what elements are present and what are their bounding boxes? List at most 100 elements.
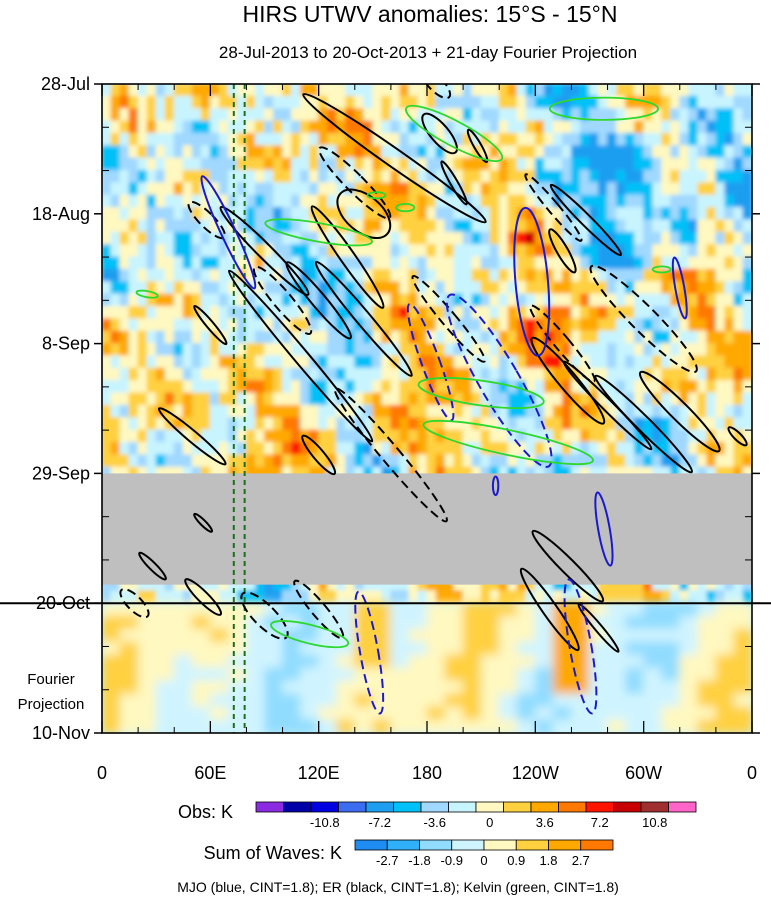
obs-cell [137, 392, 148, 407]
projection-cell [264, 680, 284, 695]
obs-cell [102, 95, 112, 110]
obs-cell [300, 417, 311, 431]
obs-cell [155, 454, 166, 468]
obs-colorbar-tick-label: 3.6 [536, 815, 554, 830]
obs-cell [273, 256, 284, 271]
obs-cell [191, 454, 203, 468]
projection-cell [697, 680, 717, 695]
obs-cell [390, 219, 401, 234]
obs-cell [282, 182, 293, 196]
obs-cell [390, 392, 401, 407]
obs-cell [435, 281, 446, 295]
obs-cell [480, 281, 491, 295]
obs-cell [661, 207, 672, 221]
obs-cell [516, 194, 528, 209]
obs-cell [652, 590, 663, 604]
obs-cell [607, 590, 618, 604]
obs-cell [715, 306, 726, 320]
obs-cell [110, 231, 121, 246]
obs-cell [598, 145, 609, 159]
waves-colorbar-label: Sum of Waves: K [204, 843, 342, 863]
projection-cell [462, 641, 482, 656]
obs-cell [733, 207, 744, 221]
obs-cell [589, 429, 600, 444]
obs-cell [155, 157, 166, 172]
obs-cell [264, 244, 275, 258]
projection-cell [516, 693, 537, 708]
obs-cell [245, 145, 257, 159]
obs-cell [733, 392, 744, 407]
obs-cell [453, 145, 464, 159]
obs-cell [363, 380, 374, 394]
obs-cell [444, 256, 455, 271]
obs-cell [670, 244, 681, 258]
obs-cell [706, 417, 717, 431]
projection-cell [661, 719, 681, 733]
obs-cell [137, 343, 148, 357]
projection-cell [733, 615, 752, 630]
obs-cell [209, 380, 221, 394]
obs-cell [589, 330, 600, 345]
obs-cell [282, 120, 293, 135]
obs-cell [327, 404, 338, 419]
obs-cell [155, 429, 166, 444]
obs-cell [102, 306, 112, 320]
projection-cell [462, 667, 482, 682]
obs-cell [589, 318, 600, 332]
obs-cell [390, 281, 401, 295]
projection-cell [444, 680, 464, 695]
obs-cell [625, 120, 636, 135]
obs-cell [661, 108, 672, 122]
obs-cell [282, 95, 293, 110]
obs-cell [471, 132, 482, 147]
obs-cell [634, 441, 645, 456]
obs-cell [616, 268, 627, 283]
obs-cell [200, 145, 212, 159]
obs-cell [309, 330, 320, 345]
obs-cell [589, 84, 600, 98]
obs-cell [453, 157, 464, 172]
obs-cell [282, 429, 293, 444]
obs-cell [444, 219, 455, 234]
obs-cell [625, 318, 636, 332]
obs-cell [471, 441, 482, 456]
obs-cell [525, 577, 537, 592]
obs-cell [236, 367, 248, 382]
obs-cell [390, 380, 401, 394]
obs-cell [697, 108, 708, 122]
projection-cell [119, 667, 139, 682]
obs-cell [489, 256, 500, 271]
obs-cell [552, 306, 564, 320]
obs-cell [625, 182, 636, 196]
obs-cell [715, 454, 726, 468]
obs-cell [182, 256, 193, 271]
obs-cell [724, 367, 735, 382]
obs-cell [137, 219, 148, 234]
obs-cell [291, 244, 302, 258]
obs-cell [110, 318, 121, 332]
obs-cell [336, 330, 347, 345]
obs-cell [173, 108, 184, 122]
obs-cell [102, 145, 112, 159]
obs-cell [236, 194, 248, 209]
projection-cell [209, 628, 230, 643]
obs-cell [534, 355, 546, 370]
obs-cell [724, 318, 735, 332]
projection-cell [264, 719, 284, 733]
obs-cell [309, 454, 320, 468]
obs-cell [607, 95, 618, 110]
obs-cell [137, 231, 148, 246]
obs-cell [498, 108, 509, 122]
obs-cell [227, 577, 239, 592]
obs-cell [733, 256, 744, 271]
projection-cell [444, 693, 464, 708]
obs-cell [453, 244, 464, 258]
obs-cell [119, 318, 130, 332]
obs-cell [119, 256, 130, 271]
obs-cell [742, 343, 752, 357]
obs-cell [552, 256, 564, 271]
obs-colorbar-tick-label: 10.8 [642, 815, 667, 830]
kelvin-contour [548, 96, 660, 121]
obs-cell [327, 281, 338, 295]
obs-cell [561, 392, 573, 407]
